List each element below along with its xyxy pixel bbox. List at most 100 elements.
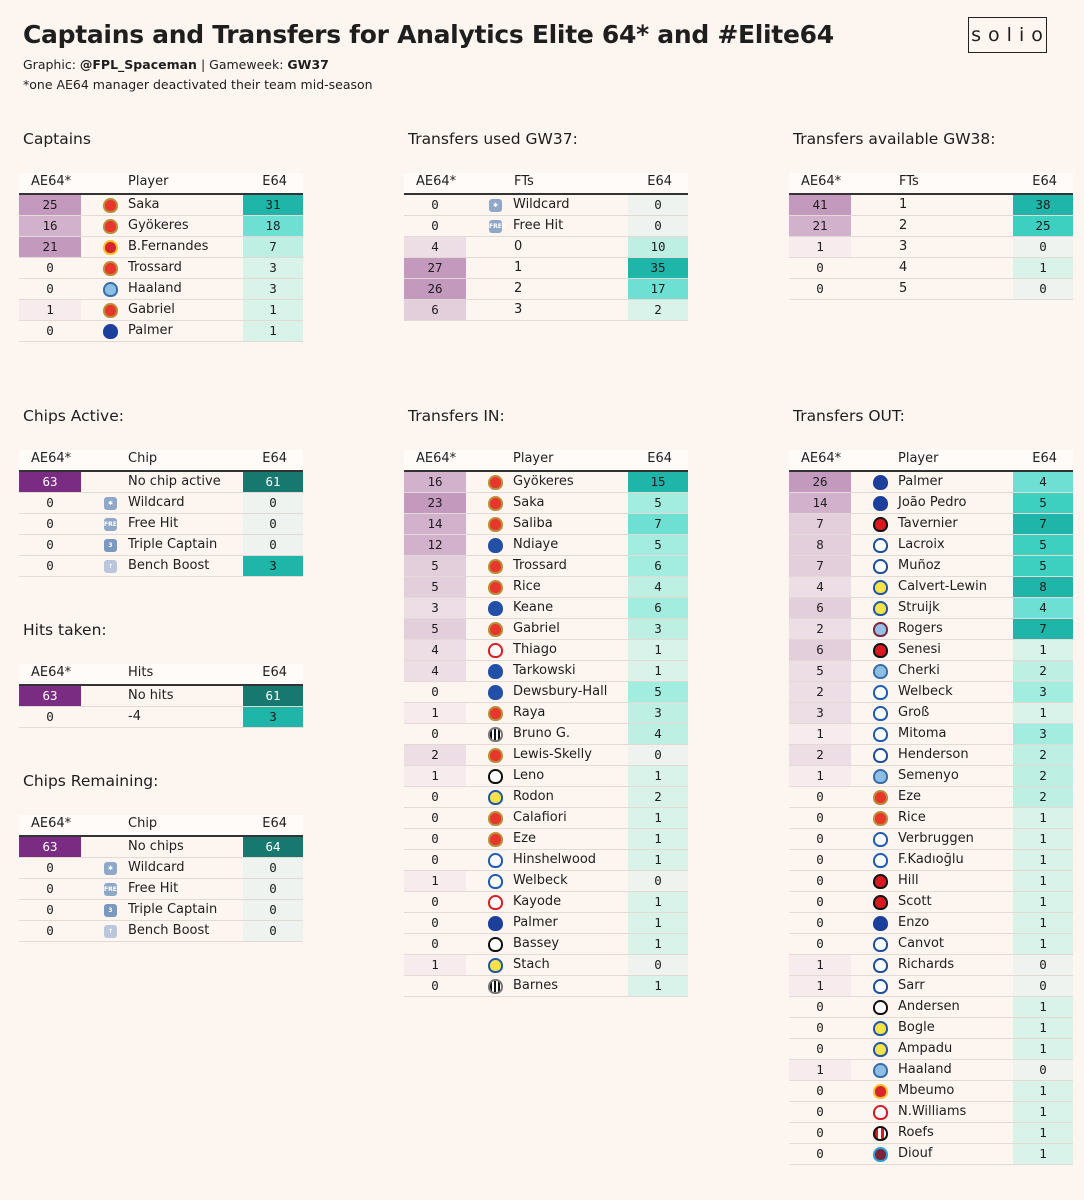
- table-row: 14 Saliba 7: [404, 514, 688, 535]
- row-label: 1: [899, 197, 908, 212]
- row-label: Bassey: [513, 936, 560, 951]
- ae64-value: 2: [789, 619, 851, 639]
- row-label: Free Hit: [128, 516, 179, 531]
- table-row: 2 Rogers 7: [789, 619, 1073, 640]
- row-label: Raya: [513, 705, 546, 720]
- table-row: 26 2 17: [404, 279, 688, 300]
- arsenal-crest-icon: [488, 496, 503, 511]
- e64-value: 1: [1013, 829, 1073, 849]
- e64-value: 7: [628, 514, 688, 534]
- e64-value: 4: [628, 724, 688, 744]
- row-label: Rice: [898, 810, 926, 825]
- row-label: Gyökeres: [513, 474, 574, 489]
- e64-value: 35: [628, 258, 688, 278]
- solio-logo: solio: [968, 17, 1047, 53]
- ae64-value: 0: [431, 831, 439, 846]
- e64-value: 1: [1013, 892, 1073, 912]
- e64-value: 1: [1013, 913, 1073, 933]
- table-row: 3 Keane 6: [404, 598, 688, 619]
- e64-value: 1: [628, 829, 688, 849]
- table-row: 1 Stach 0: [404, 955, 688, 976]
- table-row: 0 Dewsbury-Hall 5: [404, 682, 688, 703]
- leeds-crest-icon: [488, 958, 503, 973]
- column-header-label: Player: [513, 451, 554, 466]
- row-label: Semenyo: [898, 768, 959, 783]
- arsenal-crest-icon: [873, 790, 888, 805]
- chelsea-crest-icon: [873, 916, 888, 931]
- table-row: 0 F.Kadıoğlu 1: [789, 850, 1073, 871]
- e64-value: 1: [243, 321, 303, 341]
- bournemouth-crest-icon: [873, 643, 888, 658]
- table-row: 0 Palmer 1: [19, 321, 303, 342]
- row-label: Triple Captain: [128, 902, 218, 917]
- ae64-value: 1: [789, 976, 851, 996]
- newcastle-crest-icon: [488, 727, 503, 742]
- transfers-in-table: AE64* Player E64 16 Gyökeres 15 23 Saka 5 14 Salib…: [404, 450, 688, 997]
- row-label: Leno: [513, 768, 545, 783]
- table-row: 3 Groß 1: [789, 703, 1073, 724]
- table-row: 0 Barnes 1: [404, 976, 688, 997]
- ae64-value: 14: [404, 514, 466, 534]
- chelsea-crest-icon: [488, 916, 503, 931]
- ae64-value: 0: [816, 1125, 824, 1140]
- e64-value: 0: [628, 871, 688, 891]
- table-row: 1 Haaland 0: [789, 1060, 1073, 1081]
- palace-crest-icon: [873, 937, 888, 952]
- ae64-value: 2: [789, 745, 851, 765]
- ae64-value: 27: [404, 258, 466, 278]
- e64-value: 5: [1013, 493, 1073, 513]
- triplecaptain-chip-icon: 3: [103, 903, 118, 918]
- e64-value: 61: [243, 472, 303, 492]
- ae64-value: 0: [816, 873, 824, 888]
- row-label: Keane: [513, 600, 554, 615]
- row-label: Palmer: [898, 474, 943, 489]
- e64-value: 1: [1013, 1018, 1073, 1038]
- table-header: AE64* Hits E64: [19, 664, 303, 686]
- table-row: 6 Struijk 4: [789, 598, 1073, 619]
- row-label: Eze: [898, 789, 922, 804]
- e64-value: 3: [628, 619, 688, 639]
- graphic-label: Graphic:: [23, 57, 76, 72]
- ae64-value: 5: [404, 619, 466, 639]
- table-row: 0 -4 3: [19, 707, 303, 728]
- gameweek-value: GW37: [287, 57, 329, 72]
- column-header-e64: E64: [262, 816, 287, 831]
- ae64-value: 1: [404, 766, 466, 786]
- row-label: 3: [514, 302, 523, 317]
- wildcard-chip-icon: ✱: [488, 198, 503, 213]
- table-row: 0 Roefs 1: [789, 1123, 1073, 1144]
- palace-crest-icon: [873, 979, 888, 994]
- row-label: Wildcard: [128, 495, 185, 510]
- ae64-value: 16: [19, 216, 81, 236]
- ae64-value: 0: [46, 495, 54, 510]
- ae64-value: 1: [404, 955, 466, 975]
- e64-value: 1: [628, 850, 688, 870]
- ae64-value: 63: [19, 472, 81, 492]
- transfers-used-table: AE64* FTs E64 0 ✱ Wildcard 0 0 FREE Free Hit 0 4 0 10…: [404, 173, 688, 321]
- row-label: 0: [514, 239, 523, 254]
- table-header: AE64* Player E64: [19, 173, 303, 195]
- row-label: João Pedro: [898, 495, 967, 510]
- leeds-crest-icon: [873, 580, 888, 595]
- e64-value: 4: [1013, 472, 1073, 492]
- row-label: Bench Boost: [128, 923, 210, 938]
- e64-value: 5: [1013, 535, 1073, 555]
- row-label: -4: [128, 709, 141, 724]
- e64-value: 18: [243, 216, 303, 236]
- table-row: 5 Cherki 2: [789, 661, 1073, 682]
- westham-crest-icon: [873, 1147, 888, 1162]
- e64-value: 31: [243, 195, 303, 215]
- newcastle-crest-icon: [488, 979, 503, 994]
- e64-value: 1: [1013, 1039, 1073, 1059]
- column-header-ae64: AE64*: [416, 174, 457, 189]
- table-row: 0 Diouf 1: [789, 1144, 1073, 1165]
- brighton-crest-icon: [873, 727, 888, 742]
- row-label: 1: [514, 260, 523, 275]
- ae64-value: 0: [816, 789, 824, 804]
- arsenal-crest-icon: [103, 261, 118, 276]
- ae64-value: 0: [431, 894, 439, 909]
- row-label: No chip active: [128, 474, 221, 489]
- row-label: Cherki: [898, 663, 940, 678]
- palace-crest-icon: [873, 748, 888, 763]
- row-label: Enzo: [898, 915, 930, 930]
